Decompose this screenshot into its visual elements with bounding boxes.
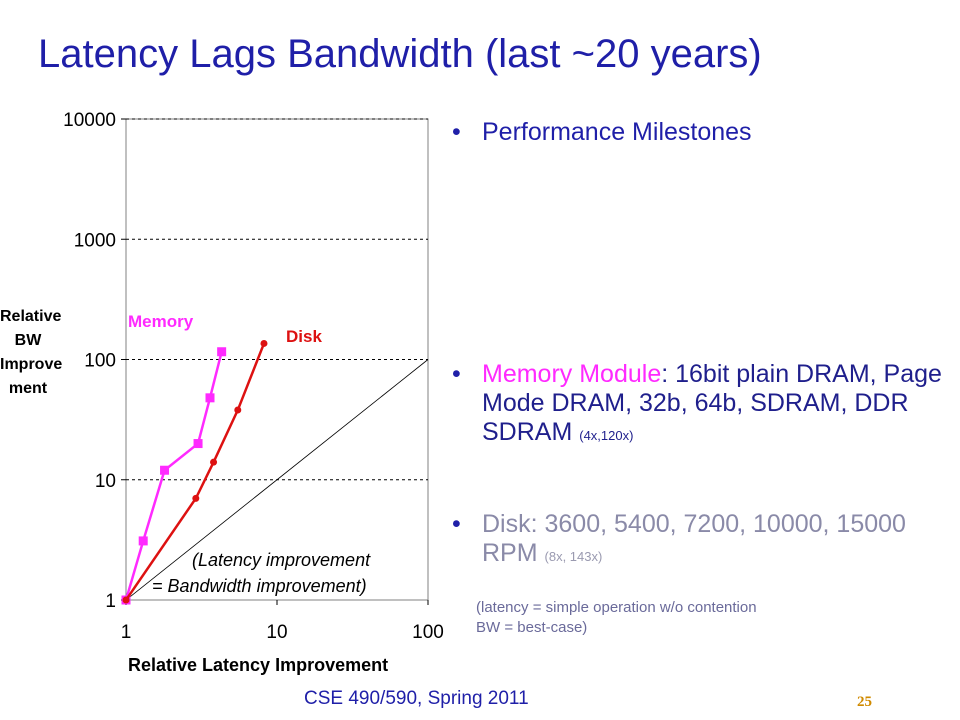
data-point bbox=[217, 347, 227, 357]
page-number: 25 bbox=[857, 694, 872, 710]
data-point bbox=[160, 465, 170, 475]
data-point bbox=[260, 339, 268, 347]
y-tick-label: 1000 bbox=[74, 230, 116, 251]
data-point bbox=[234, 406, 242, 414]
note-line: (latency = simple operation w/o contenti… bbox=[476, 599, 757, 616]
data-point bbox=[192, 494, 200, 502]
y-axis-label-line: BW bbox=[14, 332, 42, 349]
y-axis-label: Relative BW Improve ment bbox=[0, 305, 63, 401]
y-axis-label-line: Relative bbox=[0, 308, 62, 325]
y-tick-label: 100 bbox=[84, 351, 116, 372]
memory-module-text: : 16bit plain DRAM, Page Mode DRAM, 32b,… bbox=[482, 360, 942, 446]
y-tick-label: 10 bbox=[95, 471, 116, 492]
x-axis-label: Relative Latency Improvement bbox=[128, 655, 389, 675]
y-tick-label: 10000 bbox=[63, 110, 116, 131]
reference-line bbox=[125, 359, 429, 601]
bullet-text: Memory Module: 16bit plain DRAM, Page Mo… bbox=[482, 360, 952, 450]
y-tick-label: 1 bbox=[105, 591, 116, 612]
data-point bbox=[210, 458, 218, 466]
bullet-dot-icon: • bbox=[452, 118, 461, 146]
bullet-text: Performance Milestones bbox=[482, 118, 752, 146]
data-point bbox=[138, 536, 148, 546]
disk-label: Disk bbox=[482, 510, 531, 538]
bullet-milestones: • Performance Milestones bbox=[452, 118, 752, 147]
y-axis-label-line: ment bbox=[8, 380, 48, 397]
series-label: Memory bbox=[128, 312, 194, 331]
bullet-dot-icon: • bbox=[452, 510, 461, 538]
bullet-disk: • Disk: 3600, 5400, 7200, 10000, 15000 R… bbox=[452, 510, 952, 571]
data-point bbox=[205, 393, 215, 403]
bullet-memory: • Memory Module: 16bit plain DRAM, Page … bbox=[452, 360, 952, 450]
bullet-dot-icon: • bbox=[452, 360, 461, 388]
memory-module-label: Memory Module bbox=[482, 360, 662, 388]
x-tick-label: 1 bbox=[121, 622, 132, 643]
data-point bbox=[193, 439, 203, 449]
slide-title: Latency Lags Bandwidth (last ~20 years) bbox=[38, 32, 762, 76]
disk-factors: (8x, 143x) bbox=[544, 549, 603, 564]
disk-text: : 3600, 5400, 7200, 10000, 15000 RPM bbox=[482, 510, 906, 567]
data-point bbox=[122, 596, 130, 604]
x-tick-label: 100 bbox=[412, 622, 444, 643]
footer-text: CSE 490/590, Spring 2011 bbox=[304, 688, 529, 709]
series-label: Disk bbox=[286, 327, 322, 346]
x-tick-label: 10 bbox=[266, 622, 287, 643]
memory-factors: (4x,120x) bbox=[579, 428, 634, 443]
definition-note: (latency = simple operation w/o contenti… bbox=[476, 598, 757, 638]
reference-line-label: (Latency improvement bbox=[192, 550, 371, 570]
y-axis-label-line: Improve bbox=[0, 356, 63, 373]
note-line: BW = best-case) bbox=[476, 619, 588, 636]
bullet-text: Disk: 3600, 5400, 7200, 10000, 15000 RPM… bbox=[482, 510, 952, 571]
reference-line-label: = Bandwidth improvement) bbox=[152, 576, 367, 596]
series-line-memory bbox=[124, 351, 223, 601]
